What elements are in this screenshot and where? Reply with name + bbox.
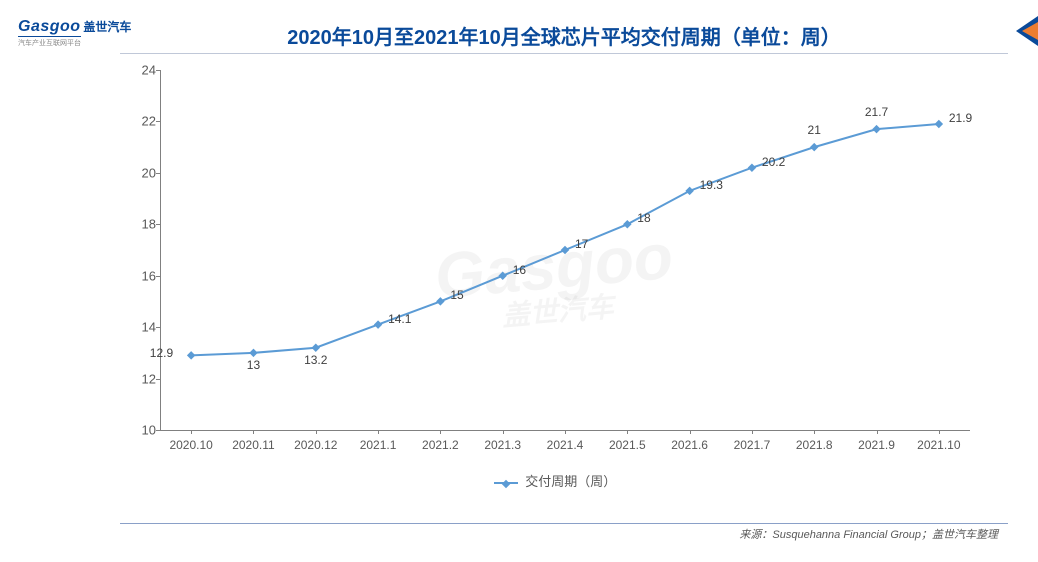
logo-sub: 汽车产业互联网平台 — [18, 38, 131, 48]
x-tick-label: 2020.11 — [232, 438, 275, 452]
data-label: 13 — [247, 358, 260, 372]
source-text: 来源：Susquehanna Financial Group；盖世汽车整理 — [739, 526, 998, 542]
x-tick-label: 2021.4 — [547, 438, 584, 452]
data-label: 13.2 — [304, 353, 327, 367]
legend: 交付周期（周） — [120, 471, 990, 490]
y-tick-label: 16 — [120, 268, 156, 283]
x-tick-label: 2021.8 — [796, 438, 833, 452]
x-tick-label: 2021.2 — [422, 438, 459, 452]
data-label: 20.2 — [762, 155, 785, 169]
data-label: 21.7 — [865, 105, 888, 119]
line-series — [160, 70, 970, 430]
logo: Gasgoo 盖世汽车 汽车产业互联网平台 — [18, 18, 131, 48]
data-label: 12.9 — [150, 346, 173, 360]
x-tick-label: 2021.1 — [360, 438, 397, 452]
data-label: 18 — [637, 211, 650, 225]
y-tick-label: 18 — [120, 217, 156, 232]
x-tick-label: 2021.10 — [917, 438, 960, 452]
x-tick-label: 2021.6 — [671, 438, 708, 452]
y-tick-label: 20 — [120, 165, 156, 180]
y-tick-label: 14 — [120, 320, 156, 335]
plot — [160, 70, 970, 430]
x-tick-label: 2021.5 — [609, 438, 646, 452]
x-tick-label: 2020.12 — [294, 438, 337, 452]
corner-arrow-icon — [1008, 16, 1038, 46]
data-label: 14.1 — [388, 312, 411, 326]
data-label: 17 — [575, 237, 588, 251]
page: Gasgoo 盖世汽车 汽车产业互联网平台 2020年10月至2021年10月全… — [0, 0, 1038, 562]
data-label: 21 — [808, 123, 821, 137]
x-tick-label: 2021.3 — [484, 438, 521, 452]
y-tick-label: 12 — [120, 371, 156, 386]
logo-main: Gasgoo — [18, 18, 81, 37]
legend-swatch — [494, 482, 518, 484]
y-tick-label: 22 — [120, 114, 156, 129]
x-tick-label: 2021.9 — [858, 438, 895, 452]
footer-separator — [120, 523, 1008, 524]
chart-title: 2020年10月至2021年10月全球芯片平均交付周期（单位：周） — [287, 21, 840, 50]
x-tick-label: 2021.7 — [734, 438, 771, 452]
legend-label: 交付周期（周） — [525, 474, 616, 489]
x-tick-label: 2020.10 — [169, 438, 212, 452]
chart-area: Gasgoo 盖世汽车 1012141618202224 2020.102020… — [120, 70, 990, 490]
data-label: 19.3 — [700, 178, 723, 192]
data-label: 21.9 — [949, 111, 972, 125]
title-bar: 2020年10月至2021年10月全球芯片平均交付周期（单位：周） — [120, 18, 1008, 54]
y-tick-label: 10 — [120, 423, 156, 438]
y-tick-label: 24 — [120, 63, 156, 78]
data-label: 15 — [450, 288, 463, 302]
data-label: 16 — [513, 263, 526, 277]
